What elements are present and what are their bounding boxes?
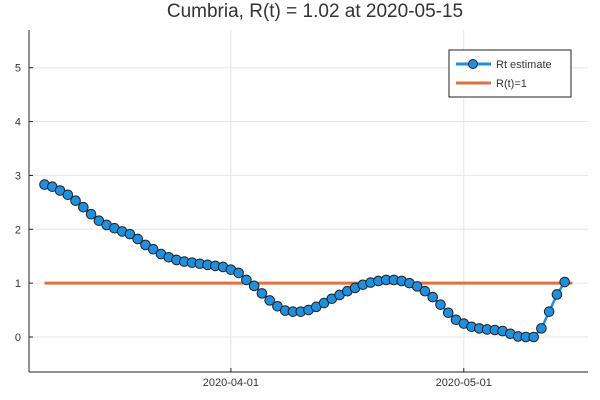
rt-estimate-point — [551, 289, 563, 300]
y-tick-label: 3 — [15, 170, 21, 182]
rt-estimate-point — [256, 288, 268, 299]
rt-estimate-point — [78, 201, 89, 213]
y-tick-label: 5 — [15, 63, 21, 75]
rt-estimate-point — [528, 331, 539, 343]
rt-estimate-point — [442, 307, 454, 319]
legend-box — [448, 49, 572, 98]
rt-estimate-point — [241, 274, 252, 286]
legend-marker-rt-estimate — [468, 59, 478, 69]
rt-estimate-point — [233, 267, 244, 279]
rt-estimate-point — [411, 281, 423, 292]
legend-label-rt-estimate: Rt estimate — [496, 59, 552, 71]
rt-estimate-point — [132, 233, 143, 245]
rt-estimate-point — [124, 228, 136, 240]
rt-estimate-point — [70, 195, 81, 207]
y-tick-label: 1 — [15, 278, 21, 290]
rt-estimate-point — [419, 285, 431, 297]
y-tick-label: 0 — [15, 332, 21, 344]
rt-estimate-point — [248, 280, 260, 292]
series-layer — [39, 179, 573, 343]
rt-estimate-point — [559, 276, 571, 288]
rt-estimate-point — [85, 208, 97, 220]
rt-estimate-point — [543, 306, 555, 317]
x-tick-label: 2020-04-01 — [203, 377, 259, 389]
y-tick-labels: 0 1 2 3 4 5 — [15, 63, 33, 344]
x-tick-label: 2020-05-01 — [436, 377, 492, 389]
y-tick-label: 4 — [15, 117, 21, 129]
legend-label-threshold: R(t)=1 — [496, 78, 527, 90]
rt-estimate-point — [536, 323, 547, 334]
rt-estimate-point — [62, 189, 74, 201]
rt-estimate-point — [147, 243, 159, 255]
x-tick-labels: 2020-04-01 2020-05-01 — [203, 368, 492, 389]
chart-title: Cumbria, R(t) = 1.02 at 2020-05-15 — [167, 1, 463, 22]
legend: Rt estimate R(t)=1 — [448, 49, 572, 98]
rt-estimate-point — [427, 291, 439, 303]
rt-estimate-point — [435, 299, 446, 310]
rt-estimate-point — [264, 295, 275, 306]
y-tick-label: 2 — [15, 224, 21, 236]
